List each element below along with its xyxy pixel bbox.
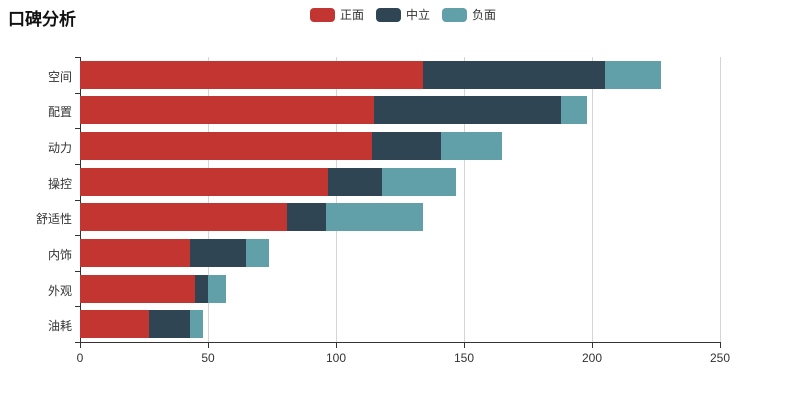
bar-segment-neutral[interactable]	[328, 167, 383, 196]
bar-row-2	[80, 96, 587, 125]
y-axis-category-label: 操控	[47, 176, 72, 191]
bar-segment-neutral[interactable]	[190, 238, 247, 267]
bar-segment-neutral[interactable]	[374, 96, 562, 125]
legend-label: 正面	[340, 8, 365, 22]
x-axis-tick-label: 0	[76, 351, 84, 365]
bar-row-8	[80, 310, 203, 339]
y-axis-category-label: 空间	[47, 69, 72, 84]
y-axis-line	[80, 57, 81, 342]
gridline-150	[464, 57, 465, 342]
bar-segment-negative[interactable]	[246, 238, 270, 267]
legend-swatch-positive	[310, 7, 335, 22]
bar-segment-negative[interactable]	[382, 167, 457, 196]
x-axis-tick-label: 200	[581, 351, 603, 365]
x-axis-tick	[464, 342, 465, 348]
x-axis-tick	[208, 342, 209, 348]
chart-title: 口碑分析	[8, 10, 76, 29]
x-axis-tick	[80, 342, 81, 348]
y-axis-tick	[75, 57, 80, 58]
bar-segment-positive[interactable]	[80, 310, 150, 339]
bar-segment-neutral[interactable]	[195, 274, 208, 303]
bar-segment-positive[interactable]	[80, 167, 329, 196]
bar-segment-negative[interactable]	[440, 132, 503, 161]
bar-segment-positive[interactable]	[80, 96, 375, 125]
bar-segment-neutral[interactable]	[423, 60, 605, 89]
bar-segment-negative[interactable]	[604, 60, 662, 89]
y-axis-category-label: 动力	[47, 141, 72, 156]
y-axis-tick	[75, 235, 80, 237]
bar-segment-positive[interactable]	[80, 203, 288, 232]
legend-item-positive[interactable]: 正面	[310, 6, 364, 23]
bar-segment-positive[interactable]	[80, 60, 424, 89]
y-axis-category-label: 配置	[47, 105, 72, 120]
x-axis-tick	[720, 342, 721, 348]
bar-segment-neutral[interactable]	[371, 132, 441, 161]
bar-segment-neutral[interactable]	[149, 310, 191, 339]
bar-segment-positive[interactable]	[80, 274, 196, 303]
bar-row-7	[80, 274, 226, 303]
legend-item-neutral[interactable]: 中立	[376, 6, 430, 23]
gridline-50	[208, 57, 209, 342]
bar-row-1	[80, 60, 662, 89]
bar-segment-positive[interactable]	[80, 238, 191, 267]
legend-label: 中立	[406, 8, 431, 22]
x-axis-tick-label: 250	[709, 351, 731, 365]
bar-segment-negative[interactable]	[325, 203, 424, 232]
y-axis-tick	[75, 92, 80, 94]
bar-row-4	[80, 167, 457, 196]
y-axis-category-label: 外观	[47, 283, 72, 298]
y-axis-tick	[75, 163, 80, 165]
bar-row-3	[80, 132, 503, 161]
y-axis-tick	[75, 128, 80, 130]
y-axis-category-label: 内饰	[47, 247, 72, 262]
x-axis-tick-label: 100	[325, 351, 347, 365]
x-axis-tick-label: 50	[201, 351, 215, 365]
bar-segment-positive[interactable]	[80, 132, 372, 161]
y-axis-tick	[75, 270, 80, 272]
bar-row-5	[80, 203, 424, 232]
bar-segment-negative[interactable]	[207, 274, 226, 303]
bar-segment-neutral[interactable]	[287, 203, 326, 232]
bar-segment-negative[interactable]	[190, 310, 203, 339]
y-axis-category-label: 油耗	[47, 319, 72, 334]
y-axis-tick	[75, 306, 80, 308]
legend-label: 负面	[472, 8, 497, 22]
x-axis-tick-label: 150	[453, 351, 475, 365]
bar-row-6	[80, 238, 270, 267]
legend-swatch-neutral	[376, 7, 402, 22]
legend-item-negative[interactable]: 负面	[442, 6, 496, 23]
x-axis-line	[80, 342, 721, 343]
gridline-200	[592, 57, 593, 342]
bar-segment-negative[interactable]	[561, 96, 587, 125]
gridline-100	[336, 57, 337, 342]
chart-legend: 正面 中立 负面	[310, 6, 496, 23]
y-axis-tick	[75, 199, 80, 201]
legend-swatch-negative	[442, 7, 468, 22]
x-axis-tick	[336, 342, 337, 348]
gridline-250	[720, 57, 721, 342]
x-axis-tick	[592, 342, 593, 348]
y-axis-category-label: 舒适性	[35, 212, 72, 227]
y-axis-tick	[75, 342, 80, 343]
